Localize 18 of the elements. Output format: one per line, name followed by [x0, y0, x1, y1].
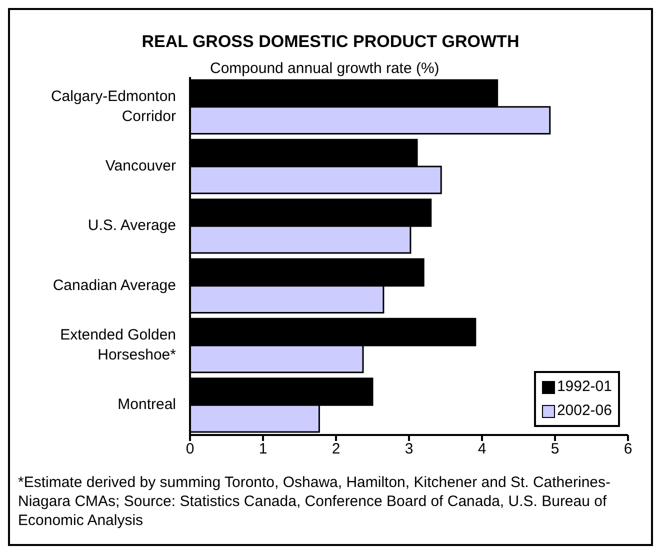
y-tick-label: U.S. Average — [88, 217, 176, 234]
legend-label: 1992-01 — [556, 377, 612, 397]
y-tick-label: Montreal — [118, 396, 176, 414]
y-tick-label: Extended Golden Horseshoe* — [60, 326, 176, 364]
y-tick-label: Calgary-Edmonton Corridor — [50, 88, 176, 125]
x-tick-label: 4 — [478, 440, 486, 458]
x-tick-label: 1 — [258, 440, 268, 458]
y-tick-label: Canadian Average — [52, 276, 176, 294]
x-tick-label: 3 — [404, 440, 414, 458]
legend-label: 2002-06 — [556, 401, 612, 421]
chart-title: REAL GROSS DOMESTIC PRODUCT GROWTH — [140, 32, 520, 52]
x-tick-label: 5 — [550, 440, 560, 458]
x-tick-label: 2 — [332, 440, 340, 458]
chart-subtitle: Compound annual growth rate (%) — [210, 60, 440, 77]
text: *Estimate derived by summing Toronto, Oshawa, Hamilton, Kitchener and St. Catherines-Niagara CMAs; Source: Statistics Canada, Conference Board of Canada, U.S. Bureau of Economic Analysis — [17, 473, 612, 530]
y-tick-label: Vancouver — [105, 157, 176, 174]
x-tick-label: 0 — [186, 440, 194, 458]
x-tick-label: 6 — [624, 440, 632, 458]
